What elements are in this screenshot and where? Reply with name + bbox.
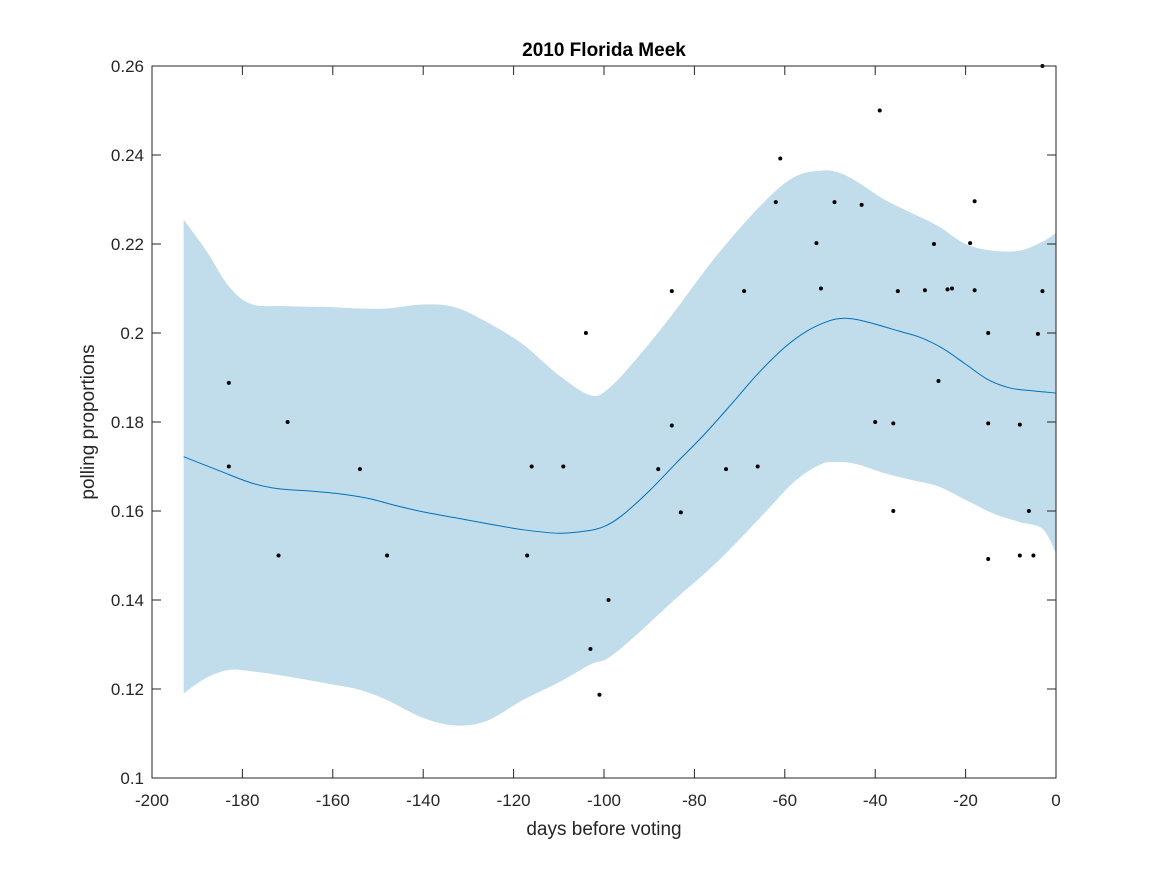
data-point xyxy=(1026,509,1031,513)
data-point xyxy=(656,467,661,472)
data-point xyxy=(945,287,950,292)
data-point xyxy=(895,289,900,294)
x-tick-label: -100 xyxy=(587,791,621,810)
data-point xyxy=(972,199,977,204)
data-point xyxy=(357,467,362,472)
y-tick-label: 0.18 xyxy=(111,413,144,432)
data-point xyxy=(742,289,747,294)
data-point xyxy=(606,598,611,602)
data-point xyxy=(972,288,977,293)
data-point xyxy=(986,421,991,426)
data-point xyxy=(226,464,231,469)
data-point xyxy=(755,464,760,469)
y-tick-label: 0.22 xyxy=(111,235,144,254)
x-tick-label: -60 xyxy=(773,791,798,810)
data-point xyxy=(385,553,390,558)
data-point xyxy=(583,331,588,335)
trend-line xyxy=(183,317,1057,534)
data-point xyxy=(678,510,683,515)
data-point xyxy=(525,553,530,558)
data-point xyxy=(814,241,819,246)
data-point xyxy=(561,464,566,469)
data-point xyxy=(529,464,534,469)
data-point xyxy=(859,202,864,207)
data-point xyxy=(597,692,602,697)
data-point xyxy=(873,420,878,424)
y-tick-label: 0.12 xyxy=(111,680,144,699)
x-tick-label: -40 xyxy=(863,791,888,810)
data-point xyxy=(832,200,837,205)
data-point xyxy=(891,509,896,513)
y-tick-label: 0.14 xyxy=(111,591,144,610)
x-tick-label: -180 xyxy=(225,791,259,810)
y-axis-label: polling proportions xyxy=(78,344,99,499)
data-point xyxy=(226,380,231,385)
y-axis-ticks: 0.1 0.12 0.14 0.16 0.18 0.2 0.22 0.24 0.26 xyxy=(111,57,1056,788)
data-point xyxy=(285,420,290,424)
data-point xyxy=(773,200,778,205)
data-point xyxy=(922,288,927,293)
data-point xyxy=(778,156,783,161)
x-tick-label: -120 xyxy=(497,791,531,810)
data-point xyxy=(724,467,729,472)
x-tick-label: -200 xyxy=(135,791,169,810)
data-point xyxy=(669,423,674,428)
data-point xyxy=(1017,422,1022,427)
x-tick-label: 0 xyxy=(1051,791,1060,810)
data-point xyxy=(877,108,882,113)
data-point xyxy=(1035,331,1040,336)
data-point xyxy=(931,242,936,246)
data-point xyxy=(1017,553,1022,558)
data-point xyxy=(276,553,281,558)
x-tick-label: -80 xyxy=(682,791,707,810)
data-point xyxy=(950,286,955,291)
data-point xyxy=(1040,289,1045,294)
data-points xyxy=(226,64,1045,697)
y-tick-label: 0.2 xyxy=(120,324,144,343)
chart-title: 2010 Florida Meek xyxy=(522,40,686,61)
data-point xyxy=(936,379,941,384)
y-tick-label: 0.1 xyxy=(120,769,144,788)
confidence-band xyxy=(183,170,1056,726)
data-point xyxy=(669,289,674,294)
data-point xyxy=(891,421,896,426)
x-tick-label: -20 xyxy=(953,791,978,810)
y-tick-label: 0.26 xyxy=(111,57,144,76)
x-tick-label: -140 xyxy=(406,791,440,810)
x-axis-label: days before voting xyxy=(526,819,681,840)
y-tick-label: 0.16 xyxy=(111,502,144,521)
x-tick-label: -160 xyxy=(316,791,350,810)
y-tick-label: 0.24 xyxy=(111,146,144,165)
data-point xyxy=(818,286,823,291)
data-point xyxy=(986,331,991,335)
data-point xyxy=(986,557,991,562)
data-point xyxy=(1031,553,1036,558)
x-axis-ticks: -200 -180 -160 -140 -120 -100 -80 -60 -40 -20 0 xyxy=(135,66,1061,810)
data-point xyxy=(588,646,593,651)
data-point xyxy=(968,241,973,246)
